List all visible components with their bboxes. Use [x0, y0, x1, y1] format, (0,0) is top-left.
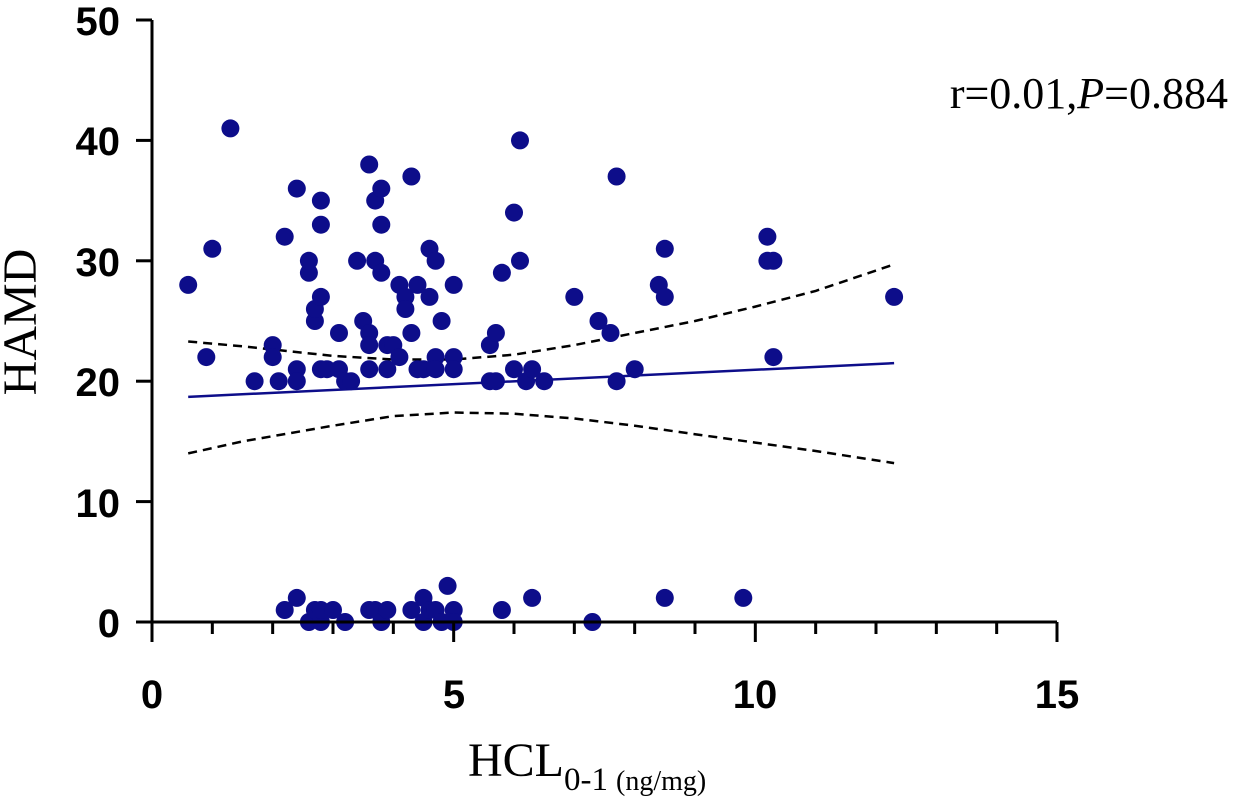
- data-point-89: [324, 601, 342, 619]
- data-point-69: [565, 287, 584, 306]
- y-tick-label-30: 30: [76, 241, 121, 285]
- data-point-42: [396, 300, 415, 318]
- data-point-80: [764, 251, 783, 270]
- data-point-61: [492, 263, 511, 282]
- axes: [136, 18, 1059, 642]
- x-tick-label-0: 0: [141, 673, 163, 717]
- data-point-63: [505, 360, 523, 379]
- data-point-105: [523, 588, 542, 607]
- data-point-3: [221, 119, 240, 138]
- data-point-1: [197, 348, 216, 367]
- data-point-107: [655, 588, 674, 607]
- data-point-4: [245, 372, 264, 391]
- data-point-24: [342, 372, 361, 391]
- x-axis-title-subscript: 0-1: [564, 762, 608, 798]
- x-tick-label-5: 5: [443, 673, 465, 717]
- data-point-17: [311, 215, 330, 234]
- data-point-21: [330, 324, 348, 342]
- data-point-7: [269, 372, 288, 391]
- data-point-37: [378, 360, 397, 379]
- r-value-text: r=0.01,: [950, 69, 1077, 118]
- y-tick-label-40: 40: [76, 120, 121, 164]
- data-point-33: [372, 179, 391, 198]
- y-tick-label-20: 20: [76, 361, 121, 405]
- data-points: [179, 119, 904, 631]
- y-tick-label-10: 10: [76, 482, 121, 526]
- data-point-94: [378, 601, 397, 619]
- data-point-62: [505, 203, 523, 222]
- data-point-45: [408, 275, 427, 294]
- ci-upper-line: [188, 263, 895, 361]
- data-point-56: [444, 360, 463, 379]
- data-point-16: [311, 191, 330, 210]
- data-point-77: [655, 287, 674, 306]
- x-tick-label-10: 10: [733, 673, 778, 717]
- data-point-11: [287, 372, 306, 391]
- data-point-50: [426, 251, 445, 270]
- data-point-44: [402, 324, 421, 342]
- y-axis-title: HAMD: [0, 249, 47, 396]
- data-point-8: [275, 227, 294, 246]
- data-point-43: [402, 167, 421, 186]
- data-point-40: [390, 348, 409, 367]
- data-point-52: [426, 360, 445, 379]
- data-point-67: [523, 360, 542, 379]
- p-label: P: [1076, 69, 1104, 118]
- data-point-0: [179, 275, 198, 294]
- data-point-34: [372, 215, 391, 234]
- data-point-35: [372, 263, 391, 282]
- data-point-30: [360, 360, 379, 379]
- data-point-2: [203, 239, 222, 258]
- data-point-72: [607, 167, 626, 186]
- data-point-84: [287, 588, 306, 607]
- data-point-82: [885, 287, 904, 306]
- data-point-64: [511, 131, 529, 150]
- p-value-text: =0.884: [1104, 69, 1228, 118]
- data-point-108: [734, 588, 753, 607]
- ci-lower-line: [187, 411, 895, 465]
- data-point-60: [486, 372, 505, 391]
- data-point-48: [420, 287, 439, 306]
- correlation-annotation: r=0.01,P=0.884: [950, 69, 1228, 118]
- data-point-9: [287, 179, 306, 198]
- x-axis-title-main: HCL: [468, 734, 564, 787]
- data-point-78: [758, 227, 777, 246]
- x-axis-title: HCL0-1 (ng/mg): [468, 734, 706, 798]
- data-point-74: [625, 360, 644, 379]
- x-tick-label-15: 15: [1035, 673, 1080, 717]
- data-point-53: [432, 312, 451, 330]
- data-point-73: [607, 372, 626, 391]
- data-point-6: [263, 348, 282, 367]
- data-point-25: [348, 251, 367, 270]
- y-tick-label-50: 50: [76, 0, 121, 44]
- data-point-68: [535, 372, 554, 391]
- data-point-81: [764, 348, 783, 367]
- data-point-76: [655, 239, 674, 258]
- data-point-18: [311, 287, 330, 306]
- data-point-83: [275, 601, 294, 619]
- data-point-54: [444, 275, 463, 294]
- y-tick-label-0: 0: [98, 602, 120, 646]
- data-point-104: [492, 601, 511, 619]
- data-point-27: [360, 155, 379, 174]
- data-point-65: [511, 251, 529, 270]
- data-point-71: [601, 324, 620, 342]
- data-point-29: [360, 336, 379, 355]
- data-point-70: [589, 312, 608, 330]
- data-point-101: [438, 576, 457, 595]
- data-point-59: [486, 324, 505, 342]
- x-axis-title-units: (ng/mg): [616, 766, 706, 797]
- data-point-13: [299, 251, 318, 270]
- data-point-95: [402, 601, 421, 619]
